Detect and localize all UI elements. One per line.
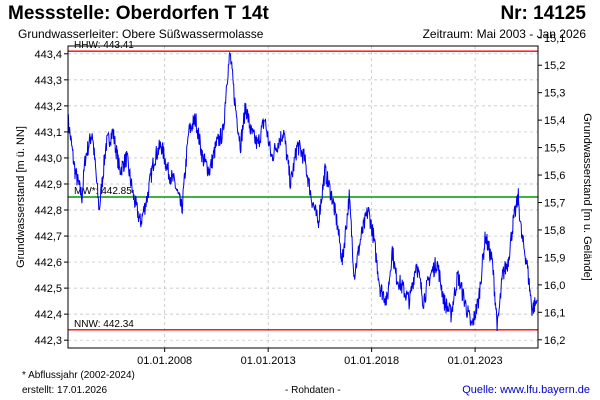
y-tick-label: 442,9 (34, 179, 62, 191)
y-right-tick-label: 15,7 (544, 197, 565, 209)
y-right-tick-label: 15,4 (544, 115, 565, 127)
y-tick-label: 443,3 (34, 75, 62, 87)
series-line-groundwater-level (67, 51, 538, 332)
y-tick-label: 442,6 (34, 257, 62, 269)
y-right-tick-label: 15,2 (544, 60, 565, 72)
period-label: Zeitraum: Mai 2003 - Jan 2026 (422, 27, 586, 41)
raw-data-note: - Rohdaten - (285, 385, 341, 396)
station-number: Nr: 14125 (500, 3, 586, 24)
footnote: * Abflussjahr (2002-2024) (22, 370, 135, 381)
y-right-tick-label: 15,5 (544, 143, 565, 155)
x-tick-label: 01.01.2013 (241, 355, 296, 367)
y-tick-label: 442,4 (34, 309, 62, 321)
y-right-tick-label: 15,1 (544, 33, 565, 45)
y-right-tick-label: 16,1 (544, 307, 565, 319)
y-tick-label: 442,5 (34, 283, 62, 295)
x-tick-label: 01.01.2023 (448, 355, 503, 367)
source-link[interactable]: Quelle: www.lfu.bayern.de (462, 384, 590, 396)
aquifer-label: Grundwasserleiter: Obere Süßwassermolass… (18, 27, 264, 41)
y-tick-label: 442,7 (34, 231, 62, 243)
y-axis-left-ticks: 442,3 442,4 442,5 442,6 442,7 442,8 442,9 443,0… (34, 49, 68, 347)
grid-lines (68, 46, 538, 348)
y-right-tick-label: 16,2 (544, 335, 565, 347)
plot-area-frame (67, 45, 539, 349)
x-tick-label: 01.01.2008 (137, 355, 192, 367)
y-right-tick-label: 15,3 (544, 88, 565, 100)
reference-line-label: MW*: 442.85 (74, 186, 132, 197)
y-tick-label: 443,0 (34, 153, 62, 165)
x-axis-ticks: 01.01.2008 01.01.2013 01.01.2018 01.01.2023 (137, 348, 503, 367)
reference-line-label: NNW: 442.34 (74, 319, 134, 330)
y-right-tick-label: 15,9 (544, 252, 565, 264)
y-tick-label: 443,1 (34, 127, 62, 139)
y-right-tick-label: 15,6 (544, 170, 565, 182)
y-tick-label: 443,2 (34, 101, 62, 113)
y-axis-right-ticks: 15,1 15,2 15,3 15,4 15,5 15,6 15,7 15,8 15,9 16,0… (538, 33, 565, 347)
x-tick-label: 01.01.2018 (344, 355, 399, 367)
y-tick-label: 442,3 (34, 335, 62, 347)
y-right-tick-label: 16,0 (544, 280, 565, 292)
y-axis-right-label: Grundwasserstand [m u. Gelände] (581, 113, 593, 281)
y-right-tick-label: 15,8 (544, 225, 565, 237)
created-date: erstellt: 17.01.2026 (22, 385, 108, 396)
page-title: Messstelle: Oberdorfen T 14t (8, 3, 269, 24)
y-tick-label: 443,4 (34, 49, 62, 61)
y-axis-left-label: Grundwasserstand [m ü. NN] (15, 126, 27, 268)
y-tick-label: 442,8 (34, 205, 62, 217)
